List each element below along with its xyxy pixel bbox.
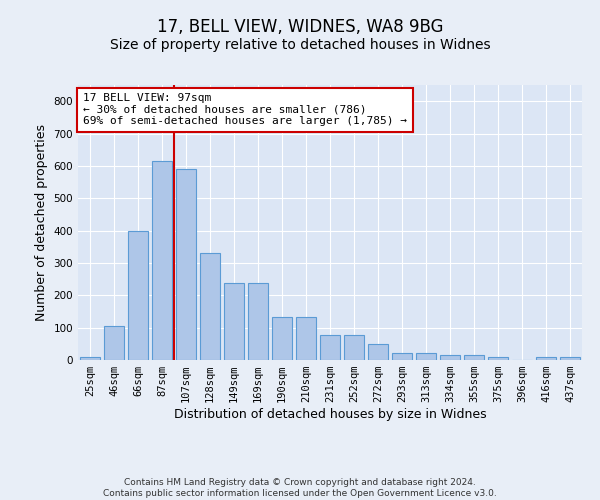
- Bar: [224, 283, 244, 360]
- Bar: [272, 317, 292, 360]
- Bar: [440, 355, 460, 360]
- Bar: [104, 326, 124, 360]
- Bar: [536, 358, 556, 360]
- Bar: [344, 335, 364, 360]
- Bar: [368, 344, 388, 360]
- Bar: [80, 358, 100, 360]
- Bar: [416, 353, 436, 360]
- Bar: [128, 230, 148, 360]
- Bar: [176, 169, 196, 360]
- X-axis label: Distribution of detached houses by size in Widnes: Distribution of detached houses by size …: [173, 408, 487, 421]
- Bar: [392, 353, 412, 360]
- Bar: [560, 358, 580, 360]
- Bar: [464, 355, 484, 360]
- Bar: [200, 253, 220, 360]
- Bar: [248, 283, 268, 360]
- Bar: [320, 335, 340, 360]
- Y-axis label: Number of detached properties: Number of detached properties: [35, 124, 48, 321]
- Bar: [152, 161, 172, 360]
- Bar: [488, 358, 508, 360]
- Bar: [296, 317, 316, 360]
- Text: Size of property relative to detached houses in Widnes: Size of property relative to detached ho…: [110, 38, 490, 52]
- Text: 17, BELL VIEW, WIDNES, WA8 9BG: 17, BELL VIEW, WIDNES, WA8 9BG: [157, 18, 443, 36]
- Text: 17 BELL VIEW: 97sqm
← 30% of detached houses are smaller (786)
69% of semi-detac: 17 BELL VIEW: 97sqm ← 30% of detached ho…: [83, 93, 407, 126]
- Text: Contains HM Land Registry data © Crown copyright and database right 2024.
Contai: Contains HM Land Registry data © Crown c…: [103, 478, 497, 498]
